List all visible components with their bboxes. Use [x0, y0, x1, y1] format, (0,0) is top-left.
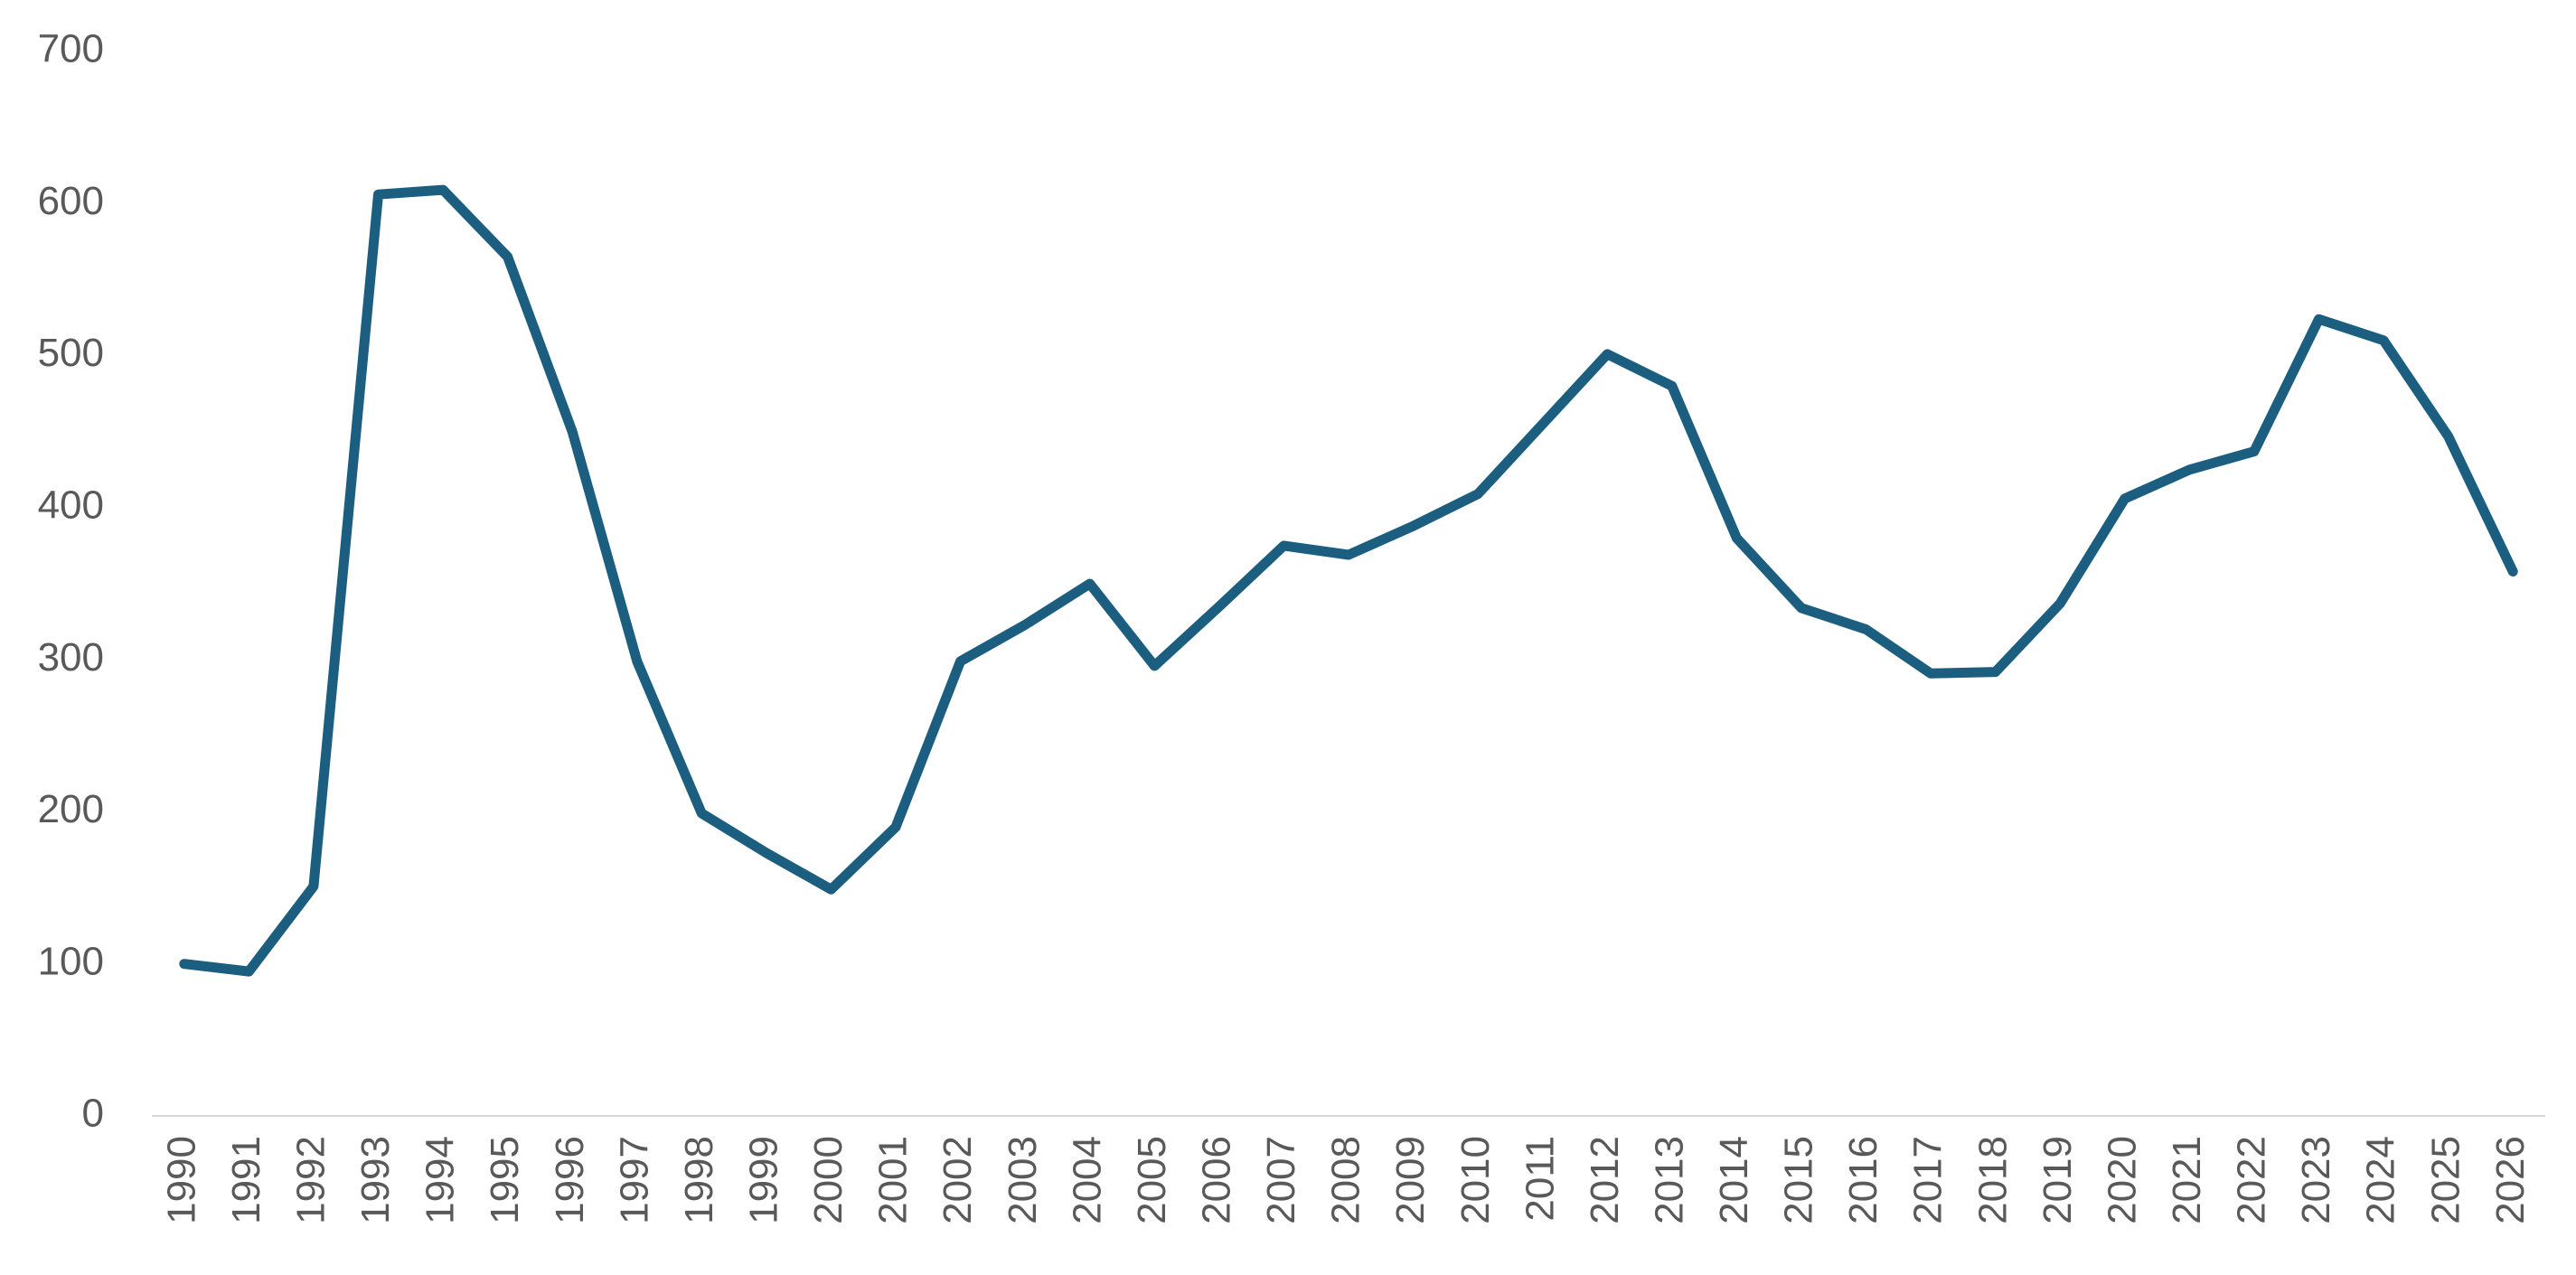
y-tick-label: 0	[82, 1092, 104, 1136]
x-tick-label: 1995	[483, 1136, 527, 1224]
x-tick-label: 1990	[159, 1136, 203, 1224]
y-tick-label: 200	[38, 787, 104, 831]
y-tick-label: 700	[38, 27, 104, 71]
x-tick-label: 1999	[742, 1136, 786, 1224]
x-tick-label: 2023	[2294, 1136, 2338, 1224]
y-tick-label: 300	[38, 635, 104, 680]
x-tick-label: 1993	[353, 1136, 398, 1224]
x-tick-label: 1997	[612, 1136, 656, 1224]
x-tick-label: 1996	[548, 1136, 592, 1224]
x-tick-label: 2008	[1324, 1136, 1368, 1224]
x-tick-label: 2019	[2035, 1136, 2080, 1224]
y-tick-label: 400	[38, 483, 104, 527]
x-tick-label: 2014	[1712, 1136, 1756, 1224]
x-tick-label: 2010	[1453, 1136, 1498, 1224]
y-tick-label: 100	[38, 939, 104, 983]
x-tick-label: 2026	[2488, 1136, 2533, 1224]
x-tick-label: 2007	[1259, 1136, 1303, 1224]
y-tick-label: 600	[38, 179, 104, 223]
x-tick-label: 2004	[1065, 1136, 1109, 1224]
x-tick-label: 2025	[2423, 1136, 2468, 1224]
x-tick-label: 2021	[2165, 1136, 2209, 1224]
x-tick-label: 2009	[1388, 1136, 1433, 1224]
x-tick-label: 2000	[806, 1136, 851, 1224]
x-tick-label: 2017	[1906, 1136, 1951, 1224]
x-tick-label: 2005	[1130, 1136, 1174, 1224]
x-tick-label: 2022	[2230, 1136, 2274, 1224]
x-tick-label: 2020	[2100, 1136, 2144, 1224]
x-tick-label: 2012	[1583, 1136, 1627, 1224]
x-tick-label: 2003	[1001, 1136, 1045, 1224]
x-tick-label: 2002	[935, 1136, 980, 1224]
x-tick-label: 2016	[1841, 1136, 1885, 1224]
x-tick-label: 2001	[871, 1136, 916, 1224]
x-tick-label: 2015	[1777, 1136, 1821, 1224]
x-tick-label: 1991	[224, 1136, 268, 1224]
x-tick-label: 2006	[1194, 1136, 1238, 1224]
data-line	[179, 184, 2518, 977]
x-tick-label: 1994	[418, 1136, 463, 1224]
x-tick-label: 1998	[677, 1136, 721, 1224]
x-tick-label: 2018	[1970, 1136, 2015, 1224]
x-tick-label: 2013	[1647, 1136, 1691, 1224]
x-tick-label: 2011	[1518, 1136, 1562, 1222]
x-tick-label: 1992	[289, 1136, 334, 1224]
y-tick-label: 500	[38, 331, 104, 375]
x-tick-label: 2024	[2359, 1136, 2403, 1224]
